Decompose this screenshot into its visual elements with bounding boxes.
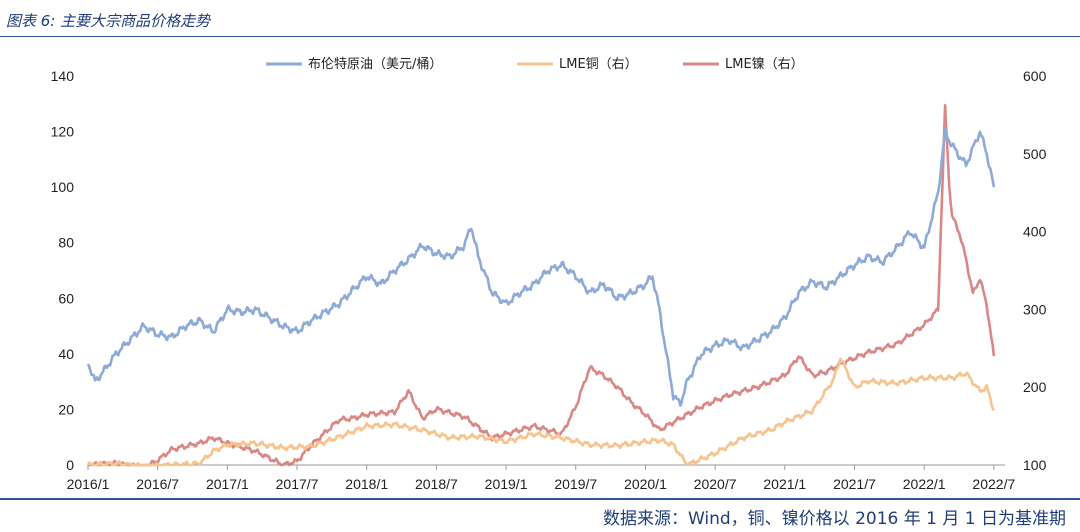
- y-left-tick-label: 40: [58, 346, 74, 362]
- legend-label: 布伦特原油（美元/桶）: [308, 57, 442, 72]
- series-line-2: [87, 103, 996, 467]
- y-left-tick-label: 100: [51, 179, 75, 195]
- x-tick-label: 2022/7: [972, 476, 1015, 492]
- series-line-0: [86, 126, 996, 407]
- y-left-tick-label: 20: [58, 401, 74, 417]
- y-left-tick-label: 80: [58, 235, 74, 251]
- footer-rule: [0, 498, 1080, 500]
- y-left-tick-label: 120: [51, 124, 75, 140]
- legend-label: LME镍（右）: [725, 57, 804, 72]
- x-tick-label: 2017/1: [206, 476, 249, 492]
- series-layer: [86, 103, 996, 467]
- x-tick-label: 2018/7: [415, 476, 458, 492]
- legend-label: LME铜（右）: [559, 57, 638, 72]
- x-tick-label: 2021/1: [763, 476, 806, 492]
- x-tick-label: 2020/7: [694, 476, 737, 492]
- series-line-1: [86, 357, 996, 467]
- x-tick-label: 2016/7: [136, 476, 179, 492]
- x-tick-label: 2021/7: [833, 476, 876, 492]
- source-note: 数据来源：Wind，铜、镍价格以 2016 年 1 月 1 日为基准期: [602, 509, 1066, 529]
- x-tick-label: 2020/1: [624, 476, 667, 492]
- y-left-tick-label: 0: [66, 457, 74, 473]
- x-tick-label: 2017/7: [276, 476, 319, 492]
- x-tick-label: 2019/7: [554, 476, 597, 492]
- y-right-tick-label: 500: [1023, 146, 1047, 162]
- y-right-tick-label: 400: [1023, 224, 1047, 240]
- x-tick-label: 2019/1: [485, 476, 528, 492]
- legend: 布伦特原油（美元/桶） LME铜（右） LME镍（右）: [266, 57, 804, 72]
- x-tick-label: 2016/1: [67, 476, 110, 492]
- chart-title: 图表 6: 主要大宗商品价格走势: [6, 12, 211, 30]
- y-left-tick-label: 60: [58, 290, 74, 306]
- x-tick-label: 2018/1: [345, 476, 388, 492]
- y-right-tick-label: 200: [1023, 379, 1047, 395]
- y-left-tick-label: 140: [51, 68, 75, 84]
- x-tick-label: 2022/1: [903, 476, 946, 492]
- y-right-tick-label: 300: [1023, 301, 1047, 317]
- axes: 0 20 40 60 80 100 120 140 100 200 300 400 500 600 2016…: [51, 68, 1047, 492]
- y-right-tick-label: 100: [1023, 457, 1047, 473]
- y-right-tick-label: 600: [1023, 68, 1047, 84]
- header-rule: [0, 36, 1080, 37]
